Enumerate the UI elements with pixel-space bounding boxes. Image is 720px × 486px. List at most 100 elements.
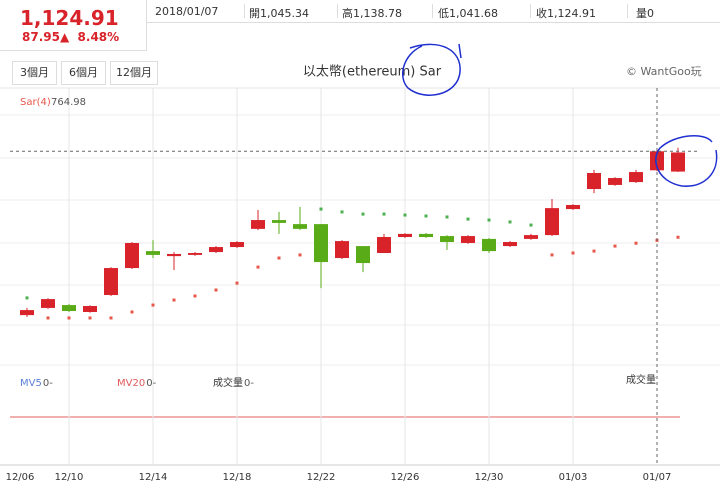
volume-label: 成交量 (626, 373, 656, 386)
legend-value: 764.98 (51, 97, 86, 108)
sar-dot (172, 298, 176, 302)
x-tick-label: 12/14 (139, 472, 168, 483)
quote-row: 2018/01/07 開1,045.34 高1,138.78 低1,041.68… (147, 0, 720, 23)
sar-dot (571, 251, 575, 255)
date: 2018/01/07 (155, 5, 219, 18)
sar-dot (340, 210, 344, 214)
quote-box: 1,124.91 87.95▲ 8.48% (0, 0, 147, 51)
candle-body (125, 242, 139, 269)
candle-body (461, 236, 475, 243)
candle-body (314, 224, 328, 263)
candle-body (482, 238, 496, 252)
sar-dot (214, 288, 218, 292)
sar-dot (67, 316, 71, 320)
sar-dot (403, 213, 407, 217)
candle-body (83, 306, 97, 312)
candle-body (251, 220, 265, 229)
range-button[interactable]: 3個月 (12, 61, 57, 85)
sar-dot (592, 249, 596, 253)
volume-legend-value: 0- (244, 378, 254, 389)
volume-legend-name: MV20 (117, 378, 145, 389)
candle-body (167, 253, 181, 257)
plot: 12/10 12/14 12/18 12/22 12/26 12/30 01/03 01/07… (6, 88, 700, 483)
candle-body (41, 299, 55, 308)
candle-body (335, 241, 349, 259)
x-tick-label: 01/03 (559, 472, 588, 483)
sar-dot (466, 217, 470, 221)
sar-dot (676, 235, 680, 239)
sar-dot (46, 316, 50, 320)
candle-body (62, 305, 76, 312)
sar-dot (235, 281, 239, 285)
sar-dot (613, 244, 617, 248)
volume-legend-name: MV5 (20, 378, 42, 389)
candle-body (545, 208, 559, 236)
candle-body (566, 205, 580, 210)
sar-dot (361, 212, 365, 216)
volume-legend-value: 0- (146, 378, 156, 389)
candle-body (146, 251, 160, 255)
volume: 量0 (636, 7, 654, 20)
x-tick-label: 12/18 (223, 472, 252, 483)
sar-dot (487, 218, 491, 222)
sar-dot (445, 215, 449, 219)
candle-body (671, 152, 685, 172)
volume-legend-value: 0- (43, 378, 53, 389)
range-button[interactable]: 12個月 (110, 61, 158, 85)
sar-dot (550, 253, 554, 257)
close: 收1,124.91 (536, 7, 596, 20)
x-tick-label: 12/22 (307, 472, 336, 483)
sar-dot (256, 265, 260, 269)
sar-dot (25, 296, 29, 300)
sar-dot (277, 256, 281, 260)
candle-body (503, 242, 517, 247)
separator (627, 4, 628, 18)
sar-dot (319, 207, 323, 211)
sar-dot (193, 294, 197, 298)
candle-body (104, 268, 118, 296)
range-button[interactable]: 6個月 (61, 61, 106, 85)
volume-legend-name: 成交量 (213, 376, 243, 389)
open: 開1,045.34 (249, 7, 309, 20)
candle-body (272, 220, 286, 223)
sar-dot (382, 212, 386, 216)
candle-body (20, 310, 34, 316)
candle-body (230, 242, 244, 248)
x-tick-label: 12/10 (55, 472, 84, 483)
sar-dot (109, 316, 113, 320)
candle-body (356, 246, 370, 264)
source: © WantGoo玩 (626, 65, 702, 78)
candle-body (377, 237, 391, 254)
candle-body (398, 233, 412, 238)
sar-dot (88, 316, 92, 320)
hand-drawn-mark (458, 43, 462, 59)
chart-title: 以太幣(ethereum) Sar (303, 65, 442, 80)
sar-dot (634, 241, 638, 245)
low: 低1,041.68 (438, 7, 498, 20)
legend-name: Sar(4) (20, 97, 51, 108)
separator (244, 4, 245, 18)
x-tick-label: 01/07 (643, 472, 672, 483)
change-pct: 8.48% (77, 30, 120, 44)
sar-dot (298, 253, 302, 257)
candle-body (209, 247, 223, 253)
hand-drawn-circle (655, 135, 718, 187)
sar-dot (151, 303, 155, 307)
sar-dot (508, 220, 512, 224)
sar-dot (130, 310, 134, 314)
candle-body (629, 172, 643, 183)
candle-body (419, 233, 433, 238)
sar-dot (529, 223, 533, 227)
last-price: 1,124.91 (20, 6, 119, 30)
high: 高1,138.78 (342, 7, 402, 20)
candle-body (188, 253, 202, 255)
x-tick-label: 12/30 (475, 472, 504, 483)
sar-dot (424, 214, 428, 218)
candle-body (293, 224, 307, 229)
separator (337, 4, 338, 18)
x-tick-label: 12/26 (391, 472, 420, 483)
candle-body (440, 236, 454, 243)
change: 87.95▲ (22, 30, 70, 44)
